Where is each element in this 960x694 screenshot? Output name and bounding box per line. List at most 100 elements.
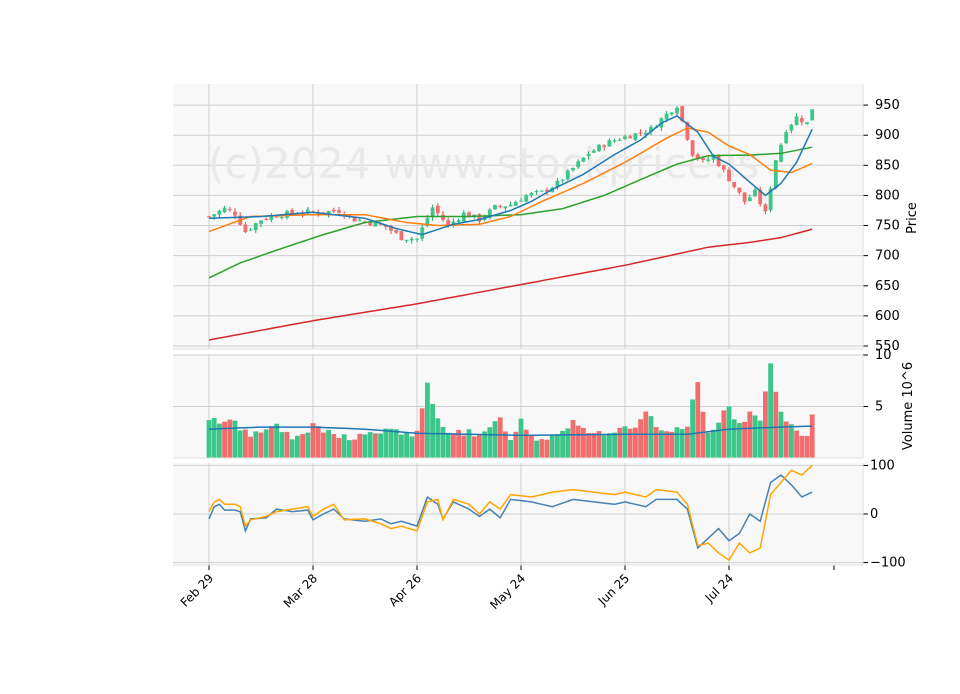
candle-body: [633, 133, 638, 140]
volume-bar: [435, 418, 441, 458]
volume-bar: [627, 428, 633, 458]
candle-body: [477, 214, 482, 222]
volume-bar: [690, 399, 695, 458]
volume-bar: [612, 432, 617, 458]
volume-bar: [227, 419, 233, 458]
volume-bar: [617, 427, 623, 458]
candle-body: [711, 155, 716, 160]
volume-bar: [664, 431, 669, 458]
volume-bar: [757, 420, 763, 458]
volume-bar: [243, 429, 248, 458]
volume-bar: [529, 434, 534, 458]
candle-body: [695, 154, 700, 159]
moving-average-short-line: [208, 115, 813, 236]
volume-bar: [731, 419, 737, 458]
candle-body: [305, 209, 310, 213]
candle-body: [737, 187, 742, 193]
candle-body: [430, 207, 435, 218]
volume-bar: [508, 439, 513, 458]
volume-bar: [503, 431, 508, 458]
price-layer: [207, 105, 815, 341]
volume-bar: [804, 435, 810, 458]
candle-body: [227, 208, 232, 211]
x-tick-label: Jun 25: [595, 571, 632, 608]
volume-bar: [783, 421, 789, 458]
volume-bar: [284, 431, 290, 458]
volume-bar: [451, 433, 456, 458]
candle-body: [253, 223, 258, 231]
candle-body: [513, 202, 518, 206]
candle-body: [394, 230, 399, 233]
candle-body: [337, 210, 341, 213]
volume-bar: [586, 433, 591, 458]
candle-body: [347, 215, 352, 217]
candle-body: [690, 140, 695, 156]
candle-body: [555, 180, 560, 188]
candle-body: [259, 220, 263, 224]
x-tick-label: Apr 26: [386, 571, 424, 609]
candle-body: [643, 132, 648, 135]
candle-body: [794, 116, 799, 126]
candle-body: [753, 189, 757, 197]
candle-body: [435, 205, 440, 214]
candle-body: [212, 214, 217, 217]
candle-body: [675, 107, 679, 114]
candle-body: [669, 112, 674, 115]
volume-bar: [367, 432, 373, 458]
candle-body: [326, 211, 331, 214]
moving-average-long-line: [208, 146, 813, 279]
volume-bar: [310, 423, 316, 458]
candle-body: [352, 217, 357, 222]
volume-bar: [799, 435, 805, 458]
volume-bar: [456, 429, 461, 458]
candle-body: [487, 209, 492, 218]
candle-body: [747, 197, 752, 202]
volume-average-line: [208, 425, 813, 437]
volume-bar: [555, 434, 560, 458]
candle-body: [649, 127, 653, 132]
price-tick-label: 800: [875, 188, 900, 203]
candle-body: [664, 113, 669, 120]
candle-body: [685, 122, 690, 140]
volume-bar: [669, 431, 675, 458]
oscillator-tick-label: 0: [870, 507, 878, 522]
candle-body: [451, 221, 456, 225]
volume-bar: [414, 430, 420, 458]
candle-body: [612, 140, 617, 142]
volume-bar: [331, 434, 337, 458]
volume-bar: [404, 432, 409, 458]
candle-body: [290, 209, 295, 214]
volume-layer: [206, 363, 815, 458]
volume-bar: [726, 406, 732, 458]
volume-bar: [596, 431, 602, 458]
volume-bar: [581, 427, 586, 458]
candle-body: [768, 188, 773, 211]
price-tick-label: 550: [875, 339, 900, 354]
watermark: (c)2024 www.stockprice.is: [208, 139, 760, 188]
volume-axis-label: Volume 10^6: [901, 362, 916, 450]
x-tick-label: Jul 24: [702, 571, 736, 605]
candle-body: [409, 238, 414, 241]
candle-body: [706, 159, 711, 161]
moving-average-200-line: [208, 228, 813, 341]
price-tick-label: 700: [875, 249, 900, 264]
candle-body: [389, 226, 393, 231]
oscillator-tick-label: −100: [870, 556, 906, 571]
candle-body: [222, 207, 227, 213]
volume-bar: [487, 427, 493, 458]
volume-bar: [440, 426, 446, 458]
volume-bar: [253, 431, 259, 458]
candle-body: [441, 214, 445, 220]
volume-bar: [544, 439, 550, 458]
candle-body: [576, 161, 581, 168]
volume-bar: [393, 429, 399, 458]
price-tick-label: 750: [875, 219, 900, 234]
candle-body: [524, 195, 529, 202]
candle-body: [758, 190, 763, 205]
volume-bar: [300, 434, 305, 458]
candle-body: [789, 124, 794, 131]
candle-body: [399, 231, 404, 241]
volume-bar: [492, 421, 498, 458]
volume-bar: [357, 433, 363, 458]
